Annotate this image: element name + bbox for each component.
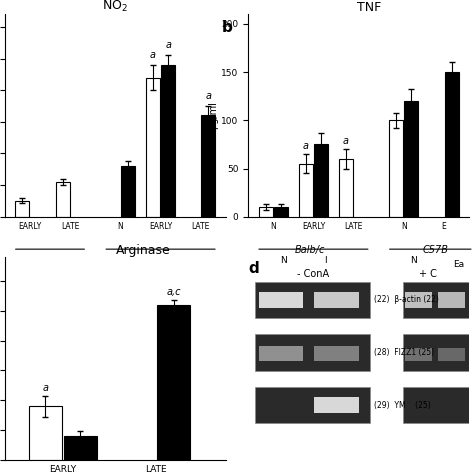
Text: (29)  YM    (25): (29) YM (25) bbox=[374, 401, 431, 410]
Bar bbox=[201, 116, 215, 217]
FancyBboxPatch shape bbox=[255, 282, 370, 318]
Text: (22)  β-actin (22): (22) β-actin (22) bbox=[374, 295, 439, 304]
Text: b: b bbox=[221, 20, 232, 35]
Bar bbox=[273, 207, 288, 217]
Text: TNF: TNF bbox=[356, 1, 381, 14]
Title: NO$_2$: NO$_2$ bbox=[102, 0, 128, 14]
Bar bbox=[389, 120, 403, 217]
Text: + C: + C bbox=[419, 269, 437, 279]
Text: a: a bbox=[165, 40, 171, 50]
FancyBboxPatch shape bbox=[438, 292, 465, 308]
FancyBboxPatch shape bbox=[314, 397, 359, 413]
Bar bbox=[259, 207, 273, 217]
Bar bbox=[55, 182, 70, 217]
FancyBboxPatch shape bbox=[405, 348, 432, 361]
Text: Arginase: Arginase bbox=[116, 244, 171, 257]
Bar bbox=[339, 159, 353, 217]
FancyBboxPatch shape bbox=[259, 292, 303, 308]
Text: + ConA: + ConA bbox=[142, 269, 179, 279]
Text: - ConA: - ConA bbox=[34, 269, 66, 279]
Text: Balb/c: Balb/c bbox=[295, 245, 325, 255]
FancyBboxPatch shape bbox=[255, 387, 370, 423]
Bar bbox=[146, 78, 160, 217]
Text: N: N bbox=[410, 256, 417, 265]
Text: d: d bbox=[248, 261, 259, 276]
Bar bbox=[299, 164, 313, 217]
FancyBboxPatch shape bbox=[405, 292, 432, 308]
Text: N: N bbox=[280, 256, 287, 265]
Text: a,c: a,c bbox=[166, 287, 181, 298]
Text: C57B: C57B bbox=[423, 245, 449, 255]
Bar bbox=[15, 201, 29, 217]
FancyBboxPatch shape bbox=[403, 282, 469, 318]
FancyBboxPatch shape bbox=[255, 334, 370, 371]
Text: - ConA: - ConA bbox=[297, 269, 329, 279]
Bar bbox=[445, 72, 459, 217]
FancyBboxPatch shape bbox=[438, 348, 465, 361]
Text: I: I bbox=[324, 256, 327, 265]
Text: a: a bbox=[150, 50, 156, 60]
Bar bbox=[29, 406, 62, 460]
FancyBboxPatch shape bbox=[403, 334, 469, 371]
Bar bbox=[314, 145, 328, 217]
FancyBboxPatch shape bbox=[314, 292, 359, 308]
FancyBboxPatch shape bbox=[403, 387, 469, 423]
Text: (28)  FIZZ1 (25): (28) FIZZ1 (25) bbox=[374, 348, 434, 357]
Text: a: a bbox=[303, 141, 309, 151]
Bar bbox=[121, 166, 135, 217]
Text: a: a bbox=[205, 91, 211, 101]
FancyBboxPatch shape bbox=[259, 346, 303, 361]
Bar bbox=[64, 436, 97, 460]
Bar bbox=[161, 65, 175, 217]
Y-axis label: pg/ml: pg/ml bbox=[208, 101, 219, 129]
Bar bbox=[157, 305, 190, 460]
Text: Ea: Ea bbox=[453, 260, 464, 269]
Bar bbox=[404, 101, 419, 217]
Text: a: a bbox=[343, 137, 349, 146]
Text: a: a bbox=[43, 383, 48, 393]
FancyBboxPatch shape bbox=[314, 346, 359, 361]
